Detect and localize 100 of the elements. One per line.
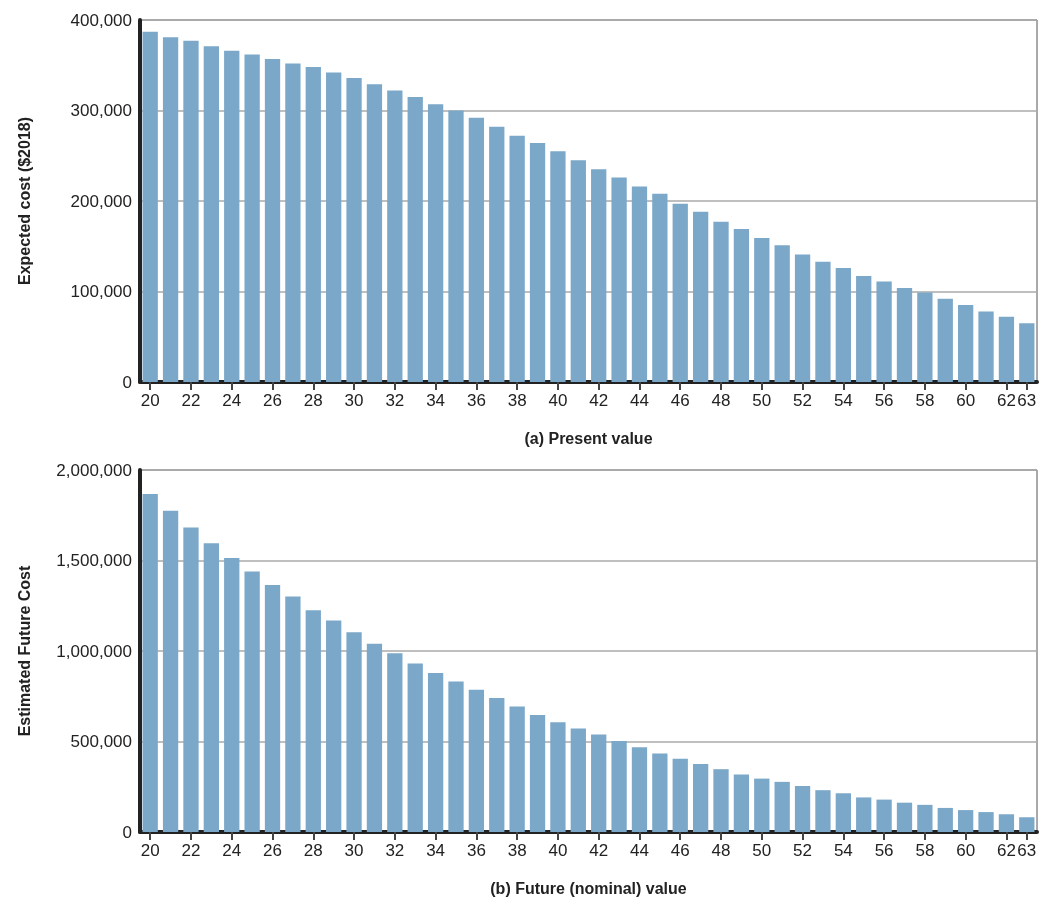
x-tick-label: 46 xyxy=(670,391,690,410)
y-axis-title: Expected cost ($2018) xyxy=(15,116,33,286)
x-tick-label: 44 xyxy=(630,841,649,860)
x-tick-label: 32 xyxy=(385,391,405,410)
bar xyxy=(326,620,342,832)
bar xyxy=(611,177,627,382)
x-tick-label: 34 xyxy=(426,841,446,860)
x-tick-label: 50 xyxy=(752,391,772,410)
bar xyxy=(244,571,260,832)
bar xyxy=(835,793,851,832)
x-tick-label: 28 xyxy=(303,841,323,860)
x-tick-label: 20 xyxy=(140,391,160,410)
bar xyxy=(774,781,790,832)
bar xyxy=(509,706,525,832)
bar xyxy=(794,254,811,382)
x-tick-label: 30 xyxy=(344,841,364,860)
bar xyxy=(570,728,586,832)
x-tick-label: 52 xyxy=(793,841,813,860)
y-tick-label: 0 xyxy=(122,822,132,842)
bar xyxy=(346,632,362,832)
bar xyxy=(692,763,709,832)
bar xyxy=(183,527,199,832)
x-tick-label: 56 xyxy=(874,841,894,860)
x-tick-label: 56 xyxy=(874,391,894,410)
bar xyxy=(958,305,974,382)
bar xyxy=(570,160,586,382)
bar xyxy=(774,245,790,382)
x-tick-label: 30 xyxy=(344,391,364,410)
x-tick-label: 58 xyxy=(915,841,935,860)
x-tick-label: 62 xyxy=(996,841,1016,860)
bar xyxy=(407,663,423,832)
bar xyxy=(264,585,281,832)
bar xyxy=(387,653,403,832)
bar xyxy=(937,807,953,832)
bar xyxy=(305,67,321,382)
x-tick-label: 24 xyxy=(222,841,242,860)
bar xyxy=(998,316,1015,382)
x-tick-label: 44 xyxy=(630,391,649,410)
bar xyxy=(958,810,974,832)
bar xyxy=(754,238,770,382)
bar xyxy=(815,261,831,382)
bar xyxy=(978,812,994,832)
x-tick-label: 32 xyxy=(385,841,405,860)
x-tick-label: 26 xyxy=(263,391,282,410)
x-tick-label: 28 xyxy=(303,391,323,410)
bar xyxy=(326,72,342,382)
y-tick-label: 300,000 xyxy=(70,101,132,120)
bar xyxy=(917,292,933,382)
x-tick-label: 38 xyxy=(507,391,527,410)
bar xyxy=(529,143,546,382)
x-tick-label: 48 xyxy=(711,841,731,860)
bar xyxy=(366,643,383,832)
bar xyxy=(489,698,505,832)
bar xyxy=(203,46,219,382)
bar xyxy=(489,126,505,382)
bar xyxy=(448,110,464,382)
bar xyxy=(550,151,566,382)
y-tick-label: 100,000 xyxy=(70,282,132,301)
bar xyxy=(815,790,831,832)
bar xyxy=(244,54,260,382)
bar xyxy=(224,50,240,382)
bar xyxy=(264,58,281,382)
x-tick-label: 22 xyxy=(181,841,201,860)
x-tick-label: 40 xyxy=(548,391,568,410)
bar xyxy=(162,37,179,382)
x-tick-label: 62 xyxy=(996,391,1016,410)
x-tick-label: 42 xyxy=(589,391,609,410)
bar xyxy=(468,689,485,832)
x-tick-label: 60 xyxy=(956,841,976,860)
bar xyxy=(896,802,913,832)
bar xyxy=(856,276,872,382)
bar xyxy=(285,63,301,382)
bar xyxy=(509,135,525,382)
bar xyxy=(285,596,301,832)
x-tick-label: 36 xyxy=(466,391,486,410)
x-axis-title: (a) Present value xyxy=(524,429,653,447)
x-tick-label: 38 xyxy=(507,841,527,860)
bar xyxy=(896,287,913,382)
y-tick-label: 500,000 xyxy=(70,732,132,751)
bar xyxy=(407,96,423,382)
bar xyxy=(162,510,179,832)
bar xyxy=(672,203,688,382)
bar xyxy=(631,747,648,832)
bar xyxy=(713,221,729,382)
x-tick-label: 50 xyxy=(752,841,772,860)
y-tick-label: 1,000,000 xyxy=(56,641,132,661)
x-tick-label: 48 xyxy=(711,391,731,410)
x-tick-label: 46 xyxy=(670,841,690,860)
bar xyxy=(937,298,953,382)
x-tick-label: 63 xyxy=(1017,391,1037,410)
x-axis-title: (b) Future (nominal) value xyxy=(490,879,687,897)
bar xyxy=(876,799,892,832)
bar xyxy=(448,681,464,832)
x-tick-label: 58 xyxy=(915,391,935,410)
x-tick-label: 60 xyxy=(956,391,976,410)
bar xyxy=(978,311,994,382)
x-tick-label: 22 xyxy=(181,391,201,410)
x-tick-label: 34 xyxy=(426,391,446,410)
bar xyxy=(917,804,933,832)
bar xyxy=(468,117,485,382)
